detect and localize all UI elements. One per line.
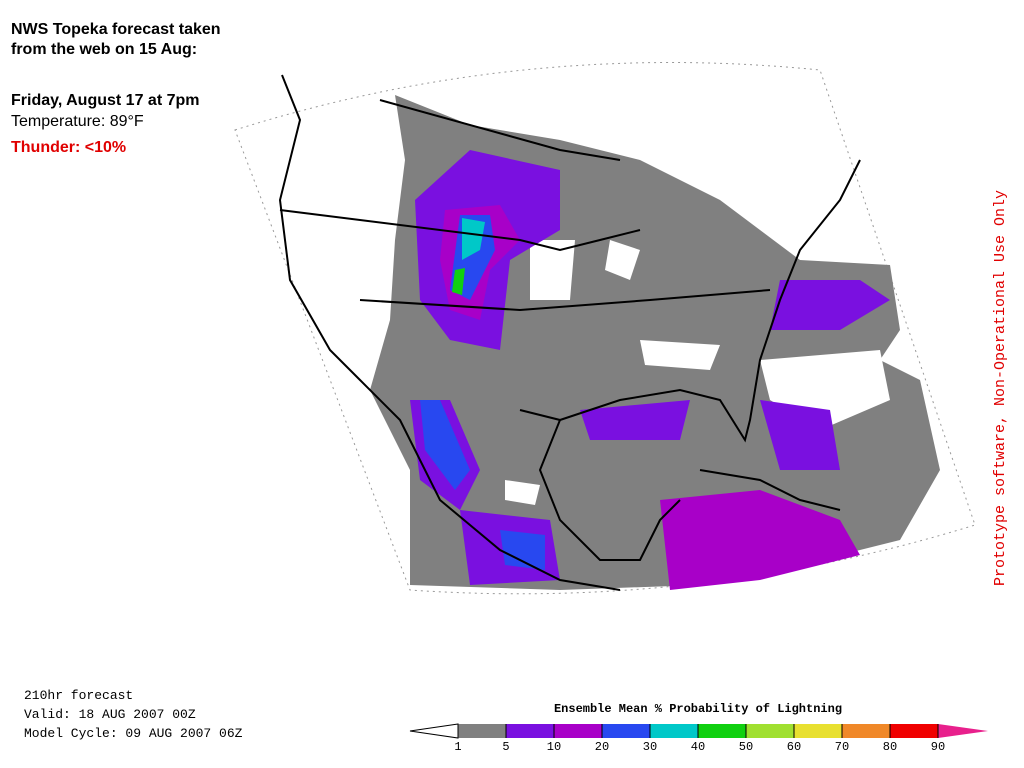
legend-title: Ensemble Mean % Probability of Lightning (554, 702, 842, 716)
legend: Ensemble Mean % Probability of Lightning… (409, 702, 988, 754)
no-lightning-area (505, 240, 890, 505)
legend-tick-label: 90 (931, 740, 945, 754)
caption-line: NWS Topeka forecast taken (11, 21, 221, 38)
caption-date: Friday, August 17 at 7pm (11, 92, 200, 109)
legend-swatch (698, 724, 746, 738)
legend-tick-label: 20 (595, 740, 609, 754)
side-note: Prototype software, Non-Operational Use … (992, 190, 1009, 586)
lightning-20-30 (420, 400, 545, 570)
caption-temperature: Temperature: 89°F (11, 113, 144, 130)
caption-line: from the web on 15 Aug: (11, 41, 198, 58)
lightning-30-40 (462, 218, 485, 260)
legend-under-arrow (409, 723, 459, 739)
legend-tick-label: 5 (502, 740, 509, 754)
forecast-info: Model Cycle: 09 AUG 2007 06Z (24, 726, 243, 741)
legend-tick-label: 70 (835, 740, 849, 754)
lightning-40-50 (452, 268, 465, 295)
legend-tick-label: 80 (883, 740, 897, 754)
legend-tick-label: 10 (547, 740, 561, 754)
lightning-5-10 (410, 280, 890, 585)
legend-swatch (890, 724, 938, 738)
legend-swatch (506, 724, 554, 738)
forecast-info: 210hr forecast (24, 688, 133, 703)
coastlines (278, 74, 861, 591)
legend-swatch (554, 724, 602, 738)
legend-swatch (458, 724, 506, 738)
legend-swatch (794, 724, 842, 738)
forecast-info: Valid: 18 AUG 2007 00Z (24, 707, 196, 722)
caption-thunder: Thunder: <10% (11, 139, 127, 156)
legend-swatch (842, 724, 890, 738)
legend-over-arrow (938, 724, 988, 738)
lightning-10-20 (660, 490, 860, 590)
legend-swatch (746, 724, 794, 738)
legend-tick-label: 1 (454, 740, 461, 754)
legend-tick-label: 50 (739, 740, 753, 754)
legend-tick-label: 60 (787, 740, 801, 754)
legend-swatch (650, 724, 698, 738)
legend-tick-label: 40 (691, 740, 705, 754)
legend-tick-label: 30 (643, 740, 657, 754)
legend-swatch (602, 724, 650, 738)
